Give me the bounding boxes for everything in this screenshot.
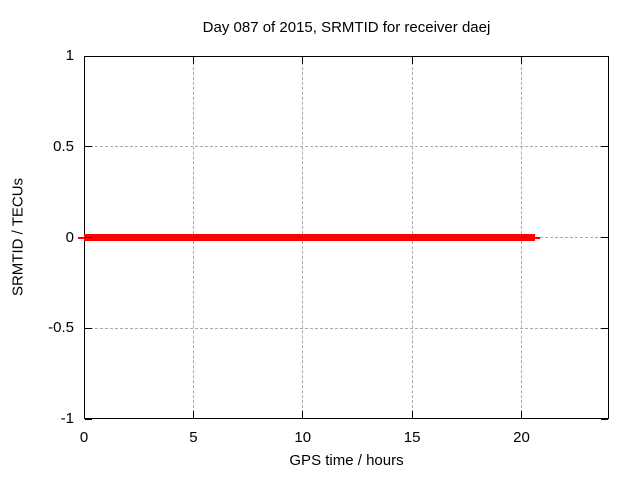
x-tick-label: 0 — [79, 429, 89, 446]
y-tick-mirror — [601, 327, 608, 329]
y-tick-label: 1 — [65, 47, 74, 64]
y-tick-mirror — [601, 55, 608, 57]
x-tick — [83, 411, 85, 418]
x-tick-mirror — [302, 57, 304, 64]
y-tick-label: -0.5 — [48, 319, 74, 337]
x-tick — [411, 411, 413, 418]
y-tick-label: 0 — [65, 228, 74, 246]
x-tick-label: 5 — [189, 429, 198, 446]
x-tick-mirror — [521, 57, 522, 64]
y-tick-label: 0.5 — [53, 137, 74, 155]
y-tick — [85, 146, 92, 148]
y-tick-mirror — [601, 418, 608, 420]
x-tick-mirror — [411, 57, 413, 64]
y-tick-mirror — [601, 146, 608, 148]
y-gridline — [85, 146, 608, 148]
x-tick — [302, 411, 304, 418]
x-tick — [521, 411, 522, 418]
x-tick — [192, 411, 194, 418]
y-tick — [85, 327, 92, 329]
y-tick — [85, 55, 92, 57]
x-axis-label: GPS time / hours — [289, 452, 404, 469]
chart-title: Day 087 of 2015, SRMTID for receiver dae… — [202, 19, 491, 36]
x-tick-mirror — [192, 57, 194, 64]
x-tick-mirror — [83, 57, 85, 64]
y-tick — [85, 237, 92, 238]
x-tick-label: 20 — [513, 429, 530, 446]
y-tick — [85, 418, 92, 420]
y-tick-mirror — [601, 237, 608, 238]
series-line — [84, 234, 535, 241]
y-tick-label: -1 — [60, 410, 74, 427]
x-tick-label: 10 — [294, 429, 312, 446]
y-gridline — [85, 327, 608, 329]
x-tick-label: 15 — [403, 429, 421, 446]
